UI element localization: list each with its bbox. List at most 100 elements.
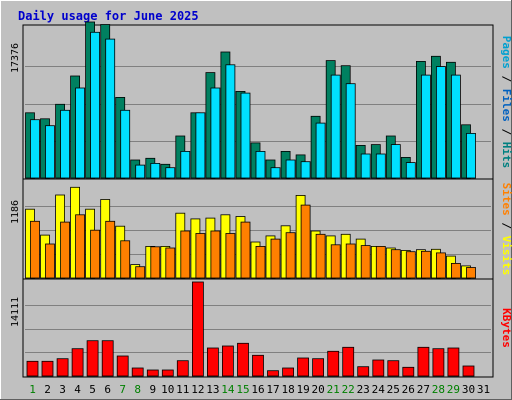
day-label: 27 — [417, 383, 430, 396]
bar-kbytes — [372, 359, 385, 377]
bar-files — [255, 150, 266, 179]
bar-kbytes — [26, 360, 39, 377]
max-label: 1186 — [10, 200, 21, 224]
bar-sites — [466, 267, 476, 279]
bar-files — [30, 119, 40, 179]
bar-kbytes — [327, 350, 340, 377]
bar-files — [195, 112, 206, 179]
bar-kbytes — [116, 355, 129, 377]
day-label: 29 — [447, 383, 460, 396]
bar-files — [285, 159, 296, 179]
bar-kbytes — [357, 366, 370, 377]
bar-kbytes — [131, 367, 144, 377]
bar-kbytes — [206, 347, 219, 377]
bar-files — [435, 66, 446, 179]
panel-legend: Sites / Visits — [500, 183, 512, 276]
bar-files — [75, 87, 85, 179]
panel-kbytes: 14111 KBytes — [10, 278, 512, 378]
bar-sites — [390, 249, 401, 279]
chart-panels: 17376 Pages / Files / Hits 1186 Sites / Vis… — [10, 21, 512, 378]
bar-files — [300, 161, 311, 179]
bar-kbytes — [56, 358, 69, 377]
day-labels: 1 2 3 4 5 6 7 8 9 10 11 12 13 14 15 16 17 18 19 20 21 22 23 24 2… — [29, 383, 490, 396]
day-label: 28 — [432, 383, 445, 396]
day-label: 23 — [357, 383, 370, 396]
panel-legend: KBytes — [500, 308, 512, 348]
day-label: 7 — [119, 383, 126, 396]
bar-files — [345, 83, 356, 179]
bar-kbytes — [101, 340, 114, 377]
bar-files — [135, 164, 146, 179]
day-label: 13 — [206, 383, 219, 396]
bar-sites — [75, 214, 85, 279]
bar-files — [420, 74, 431, 179]
bar-files — [405, 162, 416, 179]
bar-files — [315, 122, 326, 179]
day-label: 5 — [89, 383, 96, 396]
day-label: 26 — [402, 383, 415, 396]
bar-kbytes — [282, 367, 295, 377]
bar-sites — [315, 233, 326, 279]
bar-sites — [270, 238, 281, 279]
panel-hits: 17376 Pages / Files / Hits — [10, 21, 512, 180]
bar-kbytes — [387, 360, 400, 377]
bar-sites — [300, 204, 311, 279]
bar-kbytes — [161, 369, 174, 377]
bar-files — [225, 64, 236, 179]
day-label: 25 — [387, 383, 400, 396]
bar-kbytes — [41, 360, 54, 377]
bar-files — [240, 92, 251, 179]
bar-files — [210, 87, 221, 179]
bar-files — [45, 125, 55, 179]
day-label: 3 — [59, 383, 66, 396]
bar-kbytes — [402, 366, 415, 377]
bar-kbytes — [237, 342, 249, 377]
bar-files — [270, 167, 281, 179]
day-label: 19 — [296, 383, 309, 396]
day-label: 1 — [29, 383, 36, 396]
bar-kbytes — [462, 365, 475, 377]
day-label: 16 — [251, 383, 264, 396]
day-label: 20 — [311, 383, 324, 396]
bar-sites — [195, 233, 206, 279]
day-label: 11 — [176, 383, 189, 396]
bar-kbytes — [312, 358, 325, 377]
legend-entry: Pages — [500, 36, 512, 69]
bar-sites — [30, 220, 40, 279]
bar-sites — [285, 232, 296, 279]
bar-files — [466, 132, 476, 179]
bar-sites — [165, 247, 176, 279]
bar-kbytes — [252, 354, 264, 377]
bar-sites — [240, 221, 251, 279]
legend-entry: KBytes — [500, 308, 512, 348]
legend-entry: Sites — [500, 183, 512, 216]
bar-files — [180, 150, 191, 179]
day-label: 24 — [372, 383, 386, 396]
bar-sites — [435, 252, 446, 279]
bar-kbytes — [176, 360, 189, 377]
panel-legend: Pages / Files / Hits — [500, 36, 512, 169]
bar-kbytes — [447, 347, 460, 377]
day-label: 6 — [104, 383, 111, 396]
bar-kbytes — [432, 348, 445, 377]
day-label: 14 — [221, 383, 235, 396]
legend-entry: Visits — [500, 236, 512, 276]
bar-sites — [420, 250, 431, 279]
bar-kbytes — [417, 346, 430, 377]
bar-kbytes — [191, 281, 204, 377]
bar-sites — [345, 243, 356, 279]
bar-sites — [180, 230, 191, 279]
day-label: 15 — [236, 383, 249, 396]
bar-sites — [135, 266, 146, 279]
day-label: 17 — [266, 383, 279, 396]
legend-separator: / — [500, 216, 512, 236]
day-label: 9 — [149, 383, 156, 396]
max-label: 14111 — [10, 297, 21, 327]
bar-files — [450, 74, 461, 179]
bar-files — [165, 167, 176, 179]
chart-title: Daily usage for June 2025 — [18, 9, 199, 23]
bar-files — [60, 109, 70, 179]
day-label: 22 — [342, 383, 355, 396]
bar-sites — [210, 230, 221, 279]
